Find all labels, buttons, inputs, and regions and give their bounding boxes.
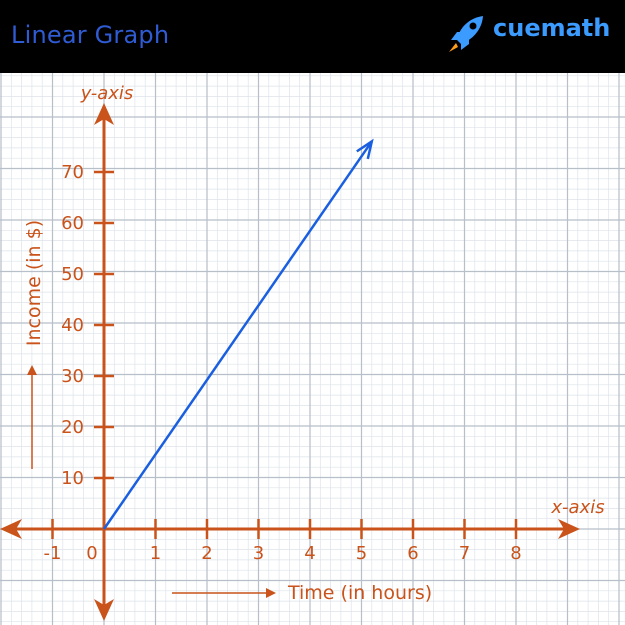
y-label-arrow-head [27,365,37,375]
x-axis-left-arrow [0,519,22,539]
y-tick-label: 50 [61,264,84,285]
x-tick-label: -1 [44,543,62,564]
y-tick-label: 60 [61,213,84,234]
chart-axes [0,103,580,621]
income-line [102,140,373,530]
x-tick-label: 2 [201,543,212,564]
page-title: Linear Graph [11,21,170,49]
chart-series [102,138,374,530]
x-tick-label: 5 [356,543,367,564]
x-axis-right-arrow [558,519,580,539]
rocket-icon [449,16,483,52]
linear-graph-chart: -1 0 1 2 3 4 5 6 7 8 10 20 30 40 50 60 70 x-axis y-axis … [0,73,625,625]
x-label-arrow-head [266,588,276,598]
chart-labels: x-axis y-axis Time (in hours) Income (in… [23,83,605,604]
x-axis-name: x-axis [550,497,604,518]
x-tick-label: 7 [459,543,470,564]
y-axis-name: y-axis [80,83,134,104]
brand-logo: cuemath [445,10,615,58]
x-tick-label: 6 [407,543,418,564]
brand-name: cuemath [493,14,611,42]
header-bar: Linear Graph cuemath [0,0,625,73]
y-tick-label: 10 [61,468,84,489]
y-tick-label: 20 [61,417,84,438]
income-line-arrowhead [356,138,374,160]
y-tick-label: 30 [61,366,84,387]
x-tick-label: 8 [510,543,521,564]
x-tick-label: 1 [150,543,161,564]
y-tick-label: 40 [61,315,84,336]
y-axis-up-arrow [94,103,114,125]
x-axis-label: Time (in hours) [287,582,432,604]
y-tick-label: 70 [61,162,84,183]
y-axis-label: Income (in $) [23,220,45,346]
y-axis-down-arrow [94,599,114,621]
x-tick-label: 3 [253,543,264,564]
x-tick-label: 4 [304,543,315,564]
x-tick-label: 0 [86,543,97,564]
chart-ticks: -1 0 1 2 3 4 5 6 7 8 10 20 30 40 50 60 70 [44,162,522,564]
